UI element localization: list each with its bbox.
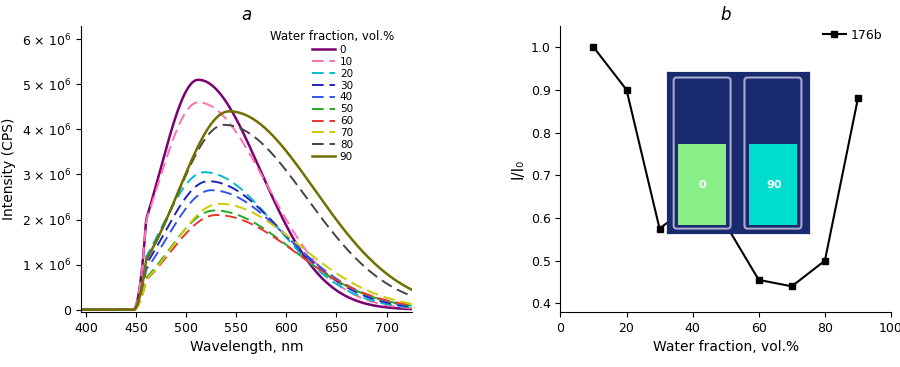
Title: a: a [241,6,251,24]
176b [621,88,632,92]
X-axis label: Water fraction, vol.%: Water fraction, vol.% [652,340,799,354]
X-axis label: Wavelength, nm: Wavelength, nm [190,340,303,354]
176b [588,45,598,49]
176b [787,284,797,288]
Y-axis label: Intensity (CPS): Intensity (CPS) [3,118,16,220]
176b [753,278,764,282]
176b [820,258,831,263]
176b [720,222,731,226]
Legend: 176b: 176b [821,26,885,44]
176b [654,226,665,231]
Legend: 0, 10, 20, 30, 40, 50, 60, 70, 80, 90: 0, 10, 20, 30, 40, 50, 60, 70, 80, 90 [268,28,397,164]
176b [852,96,863,101]
Line: 176b: 176b [590,44,861,290]
176b [688,201,698,205]
Y-axis label: I/I₀: I/I₀ [510,159,525,179]
Title: b: b [720,6,731,24]
